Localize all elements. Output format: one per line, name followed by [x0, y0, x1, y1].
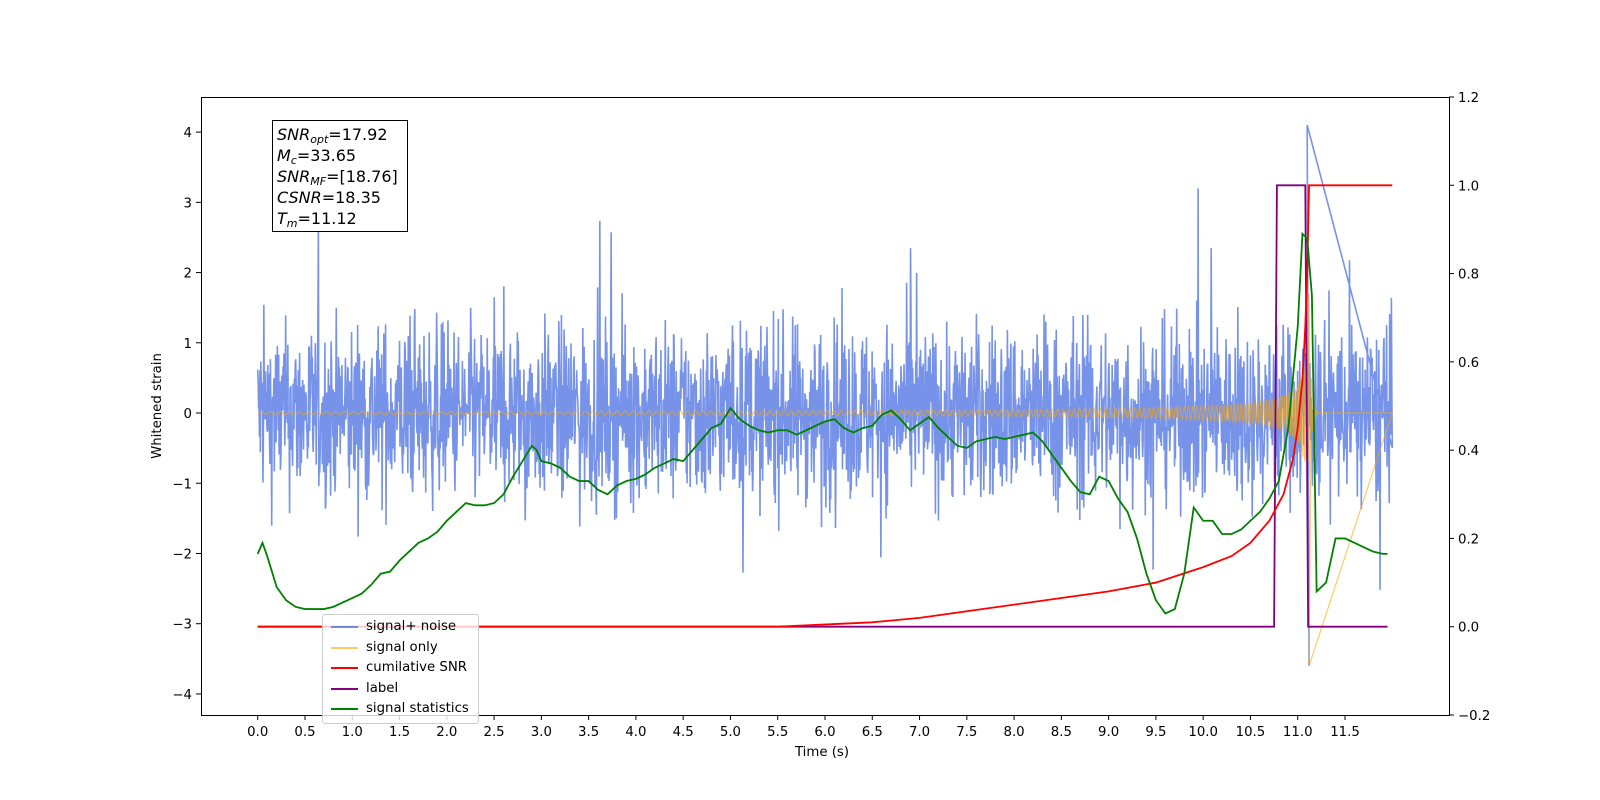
x-tick-label: 2.0 [436, 725, 457, 740]
x-tick-label: 10.0 [1188, 725, 1218, 740]
x-tick-label: 8.0 [1004, 725, 1025, 740]
info-symbol: T [277, 209, 287, 228]
legend-swatch [331, 646, 358, 649]
y-tick-label-left: 0 [184, 407, 192, 422]
legend-entry: signal only [323, 638, 478, 659]
info-value: =17.92 [328, 125, 388, 144]
x-tick-label: 3.0 [531, 725, 552, 740]
y-tick-label-left: −2 [172, 547, 192, 562]
x-tick-label: 11.0 [1283, 725, 1313, 740]
x-tick-label: 7.5 [956, 725, 977, 740]
info-subscript: c [290, 154, 297, 167]
y-tick-label-right: 1.2 [1458, 91, 1479, 106]
legend-label: cumilative SNR [366, 660, 468, 676]
info-line: CSNR=18.35 [277, 187, 403, 208]
series-layer [256, 124, 1394, 667]
legend-label: signal statistics [366, 701, 469, 717]
legend-entry: label [323, 679, 478, 700]
x-tick-label: 8.5 [1051, 725, 1072, 740]
y-tick-label-right: 0.2 [1458, 532, 1479, 547]
x-tick-label: 11.5 [1330, 725, 1360, 740]
info-value: =[18.76] [326, 167, 398, 186]
info-symbol: SNR [277, 167, 311, 186]
x-tick-label: 9.0 [1098, 725, 1119, 740]
info-value: =11.12 [297, 209, 357, 228]
x-tick-label: 1.0 [342, 725, 363, 740]
legend-label: signal+ noise [366, 619, 457, 634]
legend: signal+ noise signal only cumilative SNR la… [322, 614, 479, 724]
info-symbol: M [277, 146, 291, 165]
x-tick-label: 5.5 [767, 725, 788, 740]
info-line: Tm=11.12 [277, 208, 403, 229]
x-tick-label: 6.5 [862, 725, 883, 740]
info-line: SNRopt=17.92 [277, 124, 403, 145]
y-tick-label-right: 0.6 [1458, 356, 1479, 371]
y-tick-label-right: −0.2 [1458, 709, 1490, 724]
x-tick-label: 6.0 [814, 725, 835, 740]
x-axis: 0.0 0.5 1.0 1.5 2.0 2.5 3.0 3.5 4.0 4.5 5.0 5.5 6.0 6… [247, 715, 1360, 740]
series-signal-statistics [256, 231, 1388, 615]
info-symbol: SNR [277, 125, 311, 144]
x-tick-label: 3.5 [578, 725, 599, 740]
series-signal-only [257, 293, 1394, 667]
y-tick-label-left: −4 [172, 688, 192, 703]
x-tick-label: 9.5 [1145, 725, 1166, 740]
series-signal-noise [256, 124, 1394, 666]
y-tick-label-right: 1.0 [1458, 179, 1479, 194]
info-line: Mc=33.65 [277, 145, 403, 166]
y-tick-label-left: 3 [184, 196, 192, 211]
y-axis-label-left: Whitened strain [150, 353, 165, 459]
info-value: =18.35 [321, 188, 381, 207]
info-subscript: opt [310, 133, 329, 146]
info-symbol: CSNR [277, 188, 322, 207]
legend-entry: signal+ noise [323, 617, 478, 638]
x-tick-label: 2.5 [484, 725, 505, 740]
y-tick-label-right: 0.4 [1458, 444, 1479, 459]
info-value: =33.65 [296, 146, 357, 165]
y-axis-left: 4 3 2 1 0 −1 −2 −3 −4 [172, 126, 201, 703]
y-tick-label-right: 0.0 [1458, 621, 1479, 636]
x-tick-label: 1.5 [389, 725, 410, 740]
x-tick-label: 4.0 [625, 725, 646, 740]
x-tick-label: 0.5 [294, 725, 315, 740]
x-axis-label: Time (s) [794, 745, 849, 760]
legend-label: signal only [366, 639, 438, 655]
y-axis-right: 1.2 1.0 0.8 0.6 0.4 0.2 0.0 −0.2 [1449, 91, 1490, 724]
legend-swatch [331, 708, 358, 711]
y-tick-label-left: 2 [184, 267, 192, 282]
info-line: SNRMF=[18.76] [277, 166, 403, 187]
y-tick-label-left: 1 [184, 337, 192, 352]
legend-label: label [366, 680, 399, 696]
y-tick-label-left: −1 [172, 477, 192, 492]
series-label [257, 184, 1388, 628]
x-tick-label: 10.5 [1236, 725, 1266, 740]
info-subscript: m [286, 217, 298, 230]
legend-swatch [331, 667, 358, 670]
x-tick-label: 7.0 [909, 725, 930, 740]
info-subscript: MF [310, 175, 327, 188]
x-tick-label: 4.5 [673, 725, 694, 740]
series-cumulative-snr [257, 184, 1393, 628]
legend-entry: cumilative SNR [323, 658, 478, 679]
y-tick-label-right: 0.8 [1458, 268, 1479, 283]
y-tick-label-left: 4 [184, 126, 192, 141]
legend-swatch [331, 687, 358, 690]
x-tick-label: 5.0 [720, 725, 741, 740]
metrics-info-box: SNRopt=17.92 Mc=33.65 SNRMF=[18.76] CSNR=18… [272, 120, 408, 232]
legend-entry: signal statistics [323, 699, 478, 720]
x-tick-label: 0.0 [247, 725, 268, 740]
legend-swatch [331, 626, 358, 628]
y-tick-label-left: −3 [172, 618, 192, 633]
